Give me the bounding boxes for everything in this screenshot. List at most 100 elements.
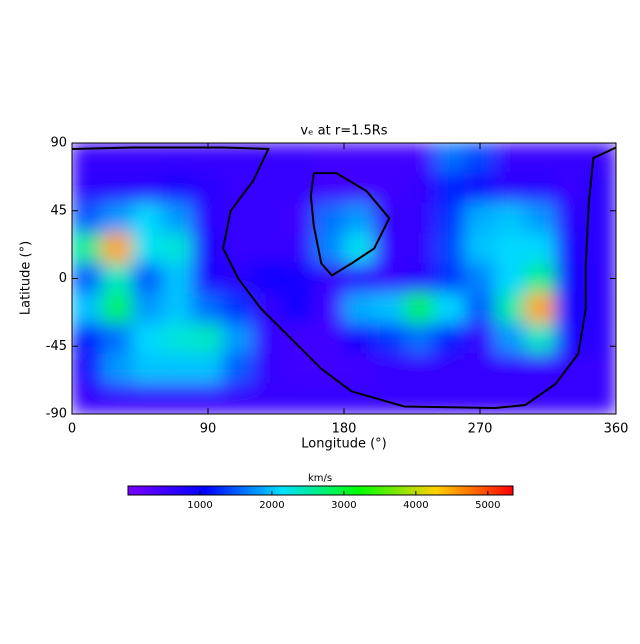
heat-cell bbox=[585, 383, 616, 414]
heat-cell bbox=[72, 202, 103, 234]
heat-cell bbox=[464, 293, 496, 325]
heat-cell bbox=[555, 293, 587, 325]
heat-cell bbox=[585, 143, 616, 174]
heat-cell bbox=[283, 383, 315, 414]
heat-cell bbox=[464, 232, 496, 264]
heat-cell bbox=[283, 293, 315, 325]
heat-cell bbox=[252, 293, 285, 325]
x-axis-label: Longitude (°) bbox=[301, 437, 386, 452]
heat-cell bbox=[555, 143, 587, 174]
heat-cell bbox=[403, 172, 436, 204]
heat-cell bbox=[283, 262, 315, 295]
colorbar-tick-label: 5000 bbox=[475, 500, 500, 511]
heat-cell bbox=[283, 232, 315, 264]
heat-cell bbox=[101, 262, 133, 295]
heat-cell bbox=[464, 202, 496, 234]
heat-cell bbox=[434, 262, 466, 295]
heat-cell bbox=[373, 293, 405, 325]
heat-cell bbox=[464, 262, 496, 295]
heat-cell bbox=[222, 232, 254, 264]
heat-cell bbox=[101, 172, 133, 204]
y-tick-label: -90 bbox=[46, 407, 67, 422]
heat-cell bbox=[524, 202, 557, 234]
heat-cell bbox=[131, 262, 164, 295]
heat-cell bbox=[162, 202, 194, 234]
heat-cell bbox=[162, 262, 194, 295]
heat-cell bbox=[283, 353, 315, 385]
heat-cell bbox=[72, 172, 103, 204]
heat-cell bbox=[222, 353, 254, 385]
heat-cell bbox=[72, 232, 103, 264]
colorbar-tick-label: 1000 bbox=[187, 500, 212, 511]
heat-cell bbox=[494, 353, 526, 385]
heat-cell bbox=[162, 172, 194, 204]
heat-cell bbox=[192, 232, 224, 264]
heat-cell bbox=[434, 293, 466, 325]
heat-cell bbox=[252, 202, 285, 234]
heat-cell bbox=[192, 353, 224, 385]
heat-cell bbox=[283, 202, 315, 234]
heat-cell bbox=[434, 383, 466, 414]
heat-cell bbox=[494, 262, 526, 295]
heat-cell bbox=[222, 293, 254, 325]
heat-cell bbox=[252, 262, 285, 295]
heat-cell bbox=[313, 323, 345, 355]
colorbar-tick-label: 2000 bbox=[259, 500, 284, 511]
heat-cell bbox=[555, 232, 587, 264]
heat-cell bbox=[494, 202, 526, 234]
heat-cell bbox=[403, 353, 436, 385]
heat-cell bbox=[131, 202, 164, 234]
heat-cell bbox=[494, 232, 526, 264]
heat-cell bbox=[222, 172, 254, 204]
heat-cell bbox=[101, 353, 133, 385]
heat-cell bbox=[313, 143, 345, 174]
y-tick-label: -45 bbox=[46, 339, 67, 354]
heat-cell bbox=[131, 353, 164, 385]
heat-cell bbox=[494, 293, 526, 325]
heat-cell bbox=[494, 143, 526, 174]
heat-cell bbox=[585, 323, 616, 355]
heat-cell bbox=[585, 232, 616, 264]
heat-cell bbox=[101, 383, 133, 414]
heat-cell bbox=[464, 353, 496, 385]
y-tick-label: 45 bbox=[50, 203, 67, 218]
heat-cell bbox=[162, 232, 194, 264]
heat-cell bbox=[524, 232, 557, 264]
heat-cell bbox=[524, 323, 557, 355]
heat-cell bbox=[403, 232, 436, 264]
heat-cell bbox=[313, 262, 345, 295]
heat-cell bbox=[494, 172, 526, 204]
x-tick-label: 180 bbox=[332, 422, 357, 437]
heat-cell bbox=[343, 293, 375, 325]
heat-cell bbox=[343, 262, 375, 295]
heat-cell bbox=[434, 353, 466, 385]
heatmap bbox=[72, 143, 616, 414]
heat-cell bbox=[72, 353, 103, 385]
heat-cell bbox=[162, 323, 194, 355]
heat-cell bbox=[524, 172, 557, 204]
heat-cell bbox=[72, 383, 103, 414]
heat-cell bbox=[434, 172, 466, 204]
heat-cell bbox=[524, 353, 557, 385]
heat-cell bbox=[313, 172, 345, 204]
heat-cell bbox=[555, 383, 587, 414]
colorbar-label: km/s bbox=[308, 473, 332, 484]
heat-cell bbox=[555, 262, 587, 295]
x-tick-label: 90 bbox=[200, 422, 217, 437]
heat-cell bbox=[222, 383, 254, 414]
heat-cell bbox=[252, 172, 285, 204]
heat-cell bbox=[101, 202, 133, 234]
heat-cell bbox=[403, 202, 436, 234]
heat-cell bbox=[252, 143, 285, 174]
heat-cell bbox=[252, 383, 285, 414]
heat-cell bbox=[101, 293, 133, 325]
x-tick-label: 360 bbox=[604, 422, 629, 437]
heat-cell bbox=[555, 172, 587, 204]
heat-cell bbox=[131, 383, 164, 414]
heat-cell bbox=[585, 202, 616, 234]
heat-cell bbox=[494, 383, 526, 414]
heat-cell bbox=[434, 323, 466, 355]
heat-cell bbox=[313, 202, 345, 234]
heat-cell bbox=[373, 323, 405, 355]
